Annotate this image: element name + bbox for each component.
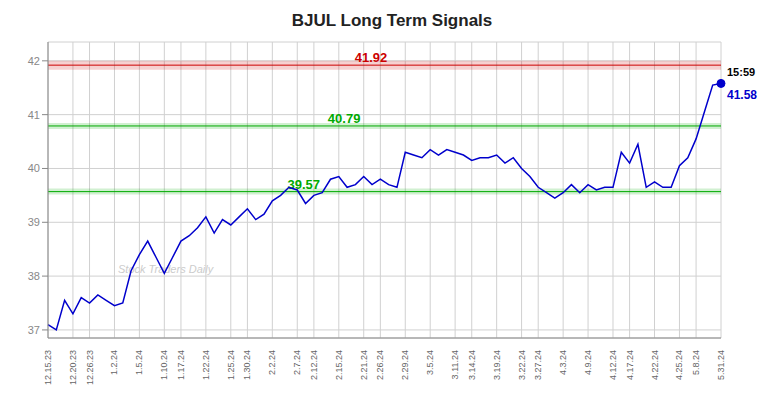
svg-text:1.10.24: 1.10.24 [159, 350, 169, 380]
svg-text:5.8.24: 5.8.24 [691, 350, 701, 375]
svg-text:41.58: 41.58 [727, 88, 757, 102]
svg-text:4.3.24: 4.3.24 [558, 350, 568, 375]
svg-text:2.7.24: 2.7.24 [292, 350, 302, 375]
svg-text:1.2.24: 1.2.24 [109, 350, 119, 375]
svg-text:39.57: 39.57 [287, 177, 320, 192]
html-text:BJUL Long Term Signals: BJUL Long Term Signals [291, 11, 493, 30]
svg-text:12.15.23: 12.15.23 [43, 350, 53, 385]
svg-text:2.21.24: 2.21.24 [359, 350, 369, 380]
svg-text:1.30.24: 1.30.24 [242, 350, 252, 380]
svg-text:12.20.23: 12.20.23 [68, 350, 78, 385]
svg-text:4.9.24: 4.9.24 [583, 350, 593, 375]
svg-text:3.14.24: 3.14.24 [467, 350, 477, 380]
svg-text:1.22.24: 1.22.24 [201, 350, 211, 380]
svg-text:2.15.24: 2.15.24 [334, 350, 344, 380]
svg-text:1.5.24: 1.5.24 [134, 350, 144, 375]
svg-text:42: 42 [28, 55, 40, 67]
svg-text:41.92: 41.92 [355, 50, 388, 65]
svg-text:15:59: 15:59 [727, 66, 755, 78]
html-text:Stock Traders Daily: Stock Traders Daily [118, 263, 214, 275]
svg-text:2.12.24: 2.12.24 [309, 350, 319, 380]
svg-text:40.79: 40.79 [328, 111, 361, 126]
svg-text:39: 39 [28, 216, 40, 228]
svg-text:4.12.24: 4.12.24 [608, 350, 618, 380]
svg-text:12.26.23: 12.26.23 [85, 350, 95, 385]
svg-text:1.25.24: 1.25.24 [226, 350, 236, 380]
svg-text:3.22.24: 3.22.24 [517, 350, 527, 380]
svg-text:3.27.24: 3.27.24 [533, 350, 543, 380]
svg-text:1.17.24: 1.17.24 [176, 350, 186, 380]
svg-text:38: 38 [28, 270, 40, 282]
svg-text:40: 40 [28, 162, 40, 174]
svg-text:37: 37 [28, 324, 40, 336]
svg-text:5.31.24: 5.31.24 [716, 350, 726, 380]
svg-text:3.5.24: 3.5.24 [425, 350, 435, 375]
svg-text:2.2.24: 2.2.24 [267, 350, 277, 375]
svg-text:41: 41 [28, 109, 40, 121]
svg-text:4.22.24: 4.22.24 [650, 350, 660, 380]
svg-text:3.11.24: 3.11.24 [450, 350, 460, 379]
svg-text:4.17.24: 4.17.24 [625, 350, 635, 380]
svg-text:2.29.24: 2.29.24 [400, 350, 410, 380]
svg-text:4.25.24: 4.25.24 [674, 350, 684, 380]
svg-text:3.19.24: 3.19.24 [492, 350, 502, 380]
svg-text:2.26.24: 2.26.24 [375, 350, 385, 380]
